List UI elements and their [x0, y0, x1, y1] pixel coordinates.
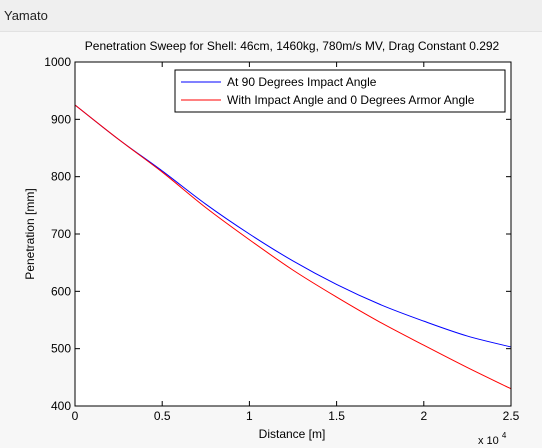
series-line-1 [74, 104, 512, 348]
x-tick-label: 2 [420, 409, 427, 423]
x-axis-multiplier: x 10 4 [478, 431, 507, 447]
window-titlebar: Yamato [0, 0, 542, 32]
legend-label-2: With Impact Angle and 0 Degrees Armor An… [227, 93, 475, 107]
series-line-2 [74, 104, 512, 390]
chart: 0 0.5 1 1.5 2 2.5 400 500 600 700 800 900 1000 At 90… [23, 39, 520, 447]
x-axis-label: Distance [m] [259, 427, 326, 441]
plot-area [75, 62, 511, 406]
x-tick-label: 1.5 [328, 409, 345, 423]
chart-title: Penetration Sweep for Shell: 46cm, 1460k… [85, 39, 500, 53]
legend-box [174, 69, 506, 113]
x-tick-label: 1 [246, 409, 253, 423]
y-tick-label: 400 [51, 399, 71, 413]
y-tick-label: 1000 [44, 55, 71, 69]
y-tick-label: 800 [51, 170, 71, 184]
y-tick-label: 700 [51, 227, 71, 241]
y-tick-label: 500 [51, 342, 71, 356]
y-axis-label: Penetration [mm] [23, 188, 37, 279]
figure-area: 0 0.5 1 1.5 2 2.5 400 500 600 700 800 900 1000 At 90… [0, 32, 542, 448]
x-multiplier-base: x 10 [478, 435, 499, 447]
legend-label-1: At 90 Degrees Impact Angle [227, 75, 377, 89]
x-multiplier-exponent: 4 [502, 431, 507, 440]
y-tick-label: 900 [51, 112, 71, 126]
y-tick-label: 600 [51, 284, 71, 298]
x-tick-label: 2.5 [503, 409, 520, 423]
x-tick-label: 0.5 [154, 409, 171, 423]
window-title: Yamato [4, 8, 48, 23]
x-tick-label: 0 [72, 409, 79, 423]
